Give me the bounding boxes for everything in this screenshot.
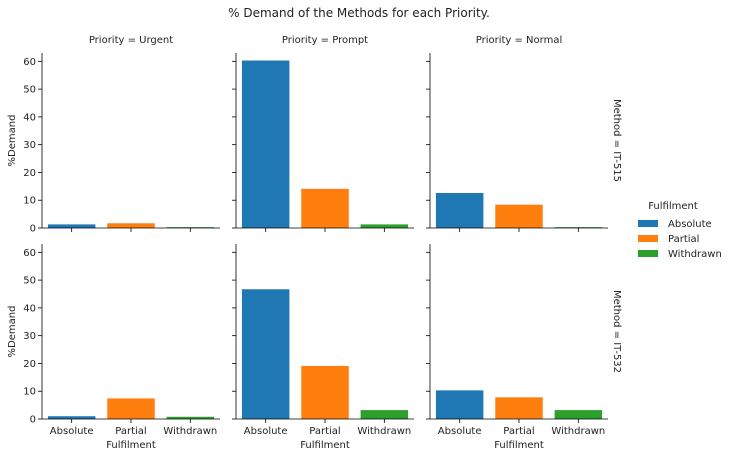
x-tick-label: Absolute (244, 426, 288, 437)
y-tick-label: 30 (23, 140, 36, 151)
legend-swatch-withdrawn (638, 250, 658, 257)
col-facet-label: Priority = Prompt (282, 35, 368, 46)
legend-swatch-absolute (638, 220, 658, 227)
panel-0-1: Priority = Prompt (232, 35, 414, 232)
legend-swatch-partial (638, 235, 658, 242)
bar-partial (301, 188, 349, 228)
x-tick-label: Withdrawn (163, 426, 217, 437)
y-tick-label: 50 (23, 276, 36, 287)
bar-partial (301, 365, 349, 419)
panel-0-2: Priority = Normal Method = IT-515 (426, 35, 622, 232)
y-tick-label: 20 (23, 359, 36, 370)
y-tick-label: 10 (23, 196, 36, 207)
bar-absolute (47, 416, 96, 419)
x-tick-label: Partial (503, 426, 534, 437)
panel-0-0: 0 10 20 30 40 50 60 Priority = Urgent %Demand (7, 35, 220, 235)
y-tick-label: 60 (23, 248, 36, 259)
y-tick-label: 30 (23, 331, 36, 342)
legend-title: Fulfilment (648, 201, 698, 212)
x-tick-label: Withdrawn (357, 426, 411, 437)
x-tick-label: Absolute (438, 426, 482, 437)
y-tick-label: 40 (23, 303, 36, 314)
y-tick-label: 60 (23, 57, 36, 68)
legend-entry-partial: Partial (668, 234, 699, 245)
legend: Fulfilment Absolute Partial Withdrawn (638, 201, 722, 260)
bar-withdrawn (360, 224, 409, 228)
legend-entry-withdrawn: Withdrawn (668, 249, 722, 260)
bar-withdrawn (554, 227, 603, 228)
y-tick-label: 20 (23, 168, 36, 179)
bar-partial (107, 223, 155, 228)
y-tick-label: 50 (23, 85, 36, 96)
y-axis-label: %Demand (7, 115, 18, 167)
row-facet-label: Method = IT-515 (611, 99, 622, 182)
panel-1-2: Absolute Partial Withdrawn Fulfilment Method… (426, 244, 622, 451)
y-tick-label: 10 (23, 387, 36, 398)
panel-1-1: Absolute Partial Withdrawn Fulfilment (232, 244, 414, 451)
x-axis-label: Fulfilment (494, 440, 544, 451)
y-axis-label: %Demand (7, 306, 18, 358)
bar-absolute (435, 193, 484, 228)
y-tick-label: 0 (30, 415, 36, 426)
y-tick-label: 0 (30, 224, 36, 235)
bar-absolute (241, 289, 290, 419)
bar-partial (107, 398, 155, 419)
legend-entry-absolute: Absolute (668, 219, 712, 230)
bar-partial (495, 204, 543, 228)
x-axis-label: Fulfilment (300, 440, 350, 451)
col-facet-label: Priority = Normal (476, 35, 563, 46)
bar-absolute (435, 390, 484, 419)
y-tick-label: 40 (23, 112, 36, 123)
panel-grid: 0 10 20 30 40 50 60 Priority = Urgent %Demand Pri… (7, 35, 622, 451)
bar-withdrawn (166, 227, 215, 228)
bar-withdrawn (360, 410, 409, 419)
chart-title: % Demand of the Methods for each Priorit… (228, 6, 490, 20)
bar-withdrawn (166, 416, 215, 419)
col-facet-label: Priority = Urgent (89, 35, 173, 46)
bar-partial (495, 397, 543, 419)
bar-absolute (241, 60, 290, 228)
x-tick-label: Partial (115, 426, 146, 437)
x-tick-label: Partial (309, 426, 340, 437)
panel-1-0: 0 10 20 30 40 50 60 Absolute Partial Withdrawn Ful… (7, 244, 220, 451)
x-axis-label: Fulfilment (106, 440, 156, 451)
bar-absolute (47, 224, 96, 228)
bar-withdrawn (554, 410, 603, 419)
x-tick-label: Withdrawn (551, 426, 605, 437)
row-facet-label: Method = IT-532 (611, 290, 622, 373)
x-tick-label: Absolute (50, 426, 94, 437)
